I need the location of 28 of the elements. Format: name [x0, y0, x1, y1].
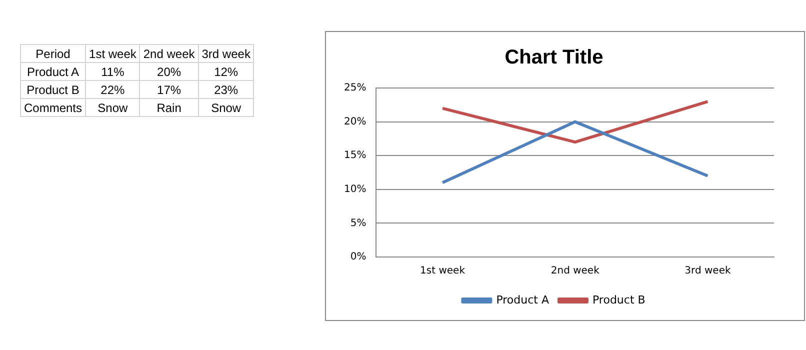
y-tick-label: 25%	[344, 82, 366, 94]
x-tick-label: 1st week	[420, 266, 466, 277]
legend-label: Product A	[496, 293, 550, 306]
text: Snow	[198, 98, 254, 116]
text: Product B	[26, 82, 80, 96]
x-tick-label: 2nd week	[550, 266, 600, 277]
y-tick-label: 10%	[344, 184, 366, 195]
text: Product A	[26, 64, 80, 78]
text: 23%	[198, 80, 254, 98]
category-label: 3rd week	[202, 46, 250, 60]
text: 17%	[140, 80, 198, 98]
category-label: 1st week	[89, 46, 136, 60]
text: Comments	[20, 98, 86, 116]
text: Period	[20, 44, 86, 62]
text: Snow	[86, 98, 140, 116]
text: 11%	[86, 62, 140, 80]
y-tick-label: 15%	[344, 150, 366, 162]
y-tick-label: 0%	[350, 252, 366, 263]
text: 22%	[86, 80, 140, 98]
text: Rain	[140, 98, 198, 116]
category-label: 2nd week	[143, 46, 195, 60]
x-tick-label: 3rd week	[684, 266, 731, 277]
chart-title: Chart Title	[504, 46, 604, 69]
y-tick-label: 20%	[344, 116, 366, 128]
text: 20%	[140, 62, 198, 80]
text: 12%	[198, 62, 254, 80]
legend-label: Product B	[592, 293, 646, 306]
y-tick-label: 5%	[350, 218, 366, 229]
